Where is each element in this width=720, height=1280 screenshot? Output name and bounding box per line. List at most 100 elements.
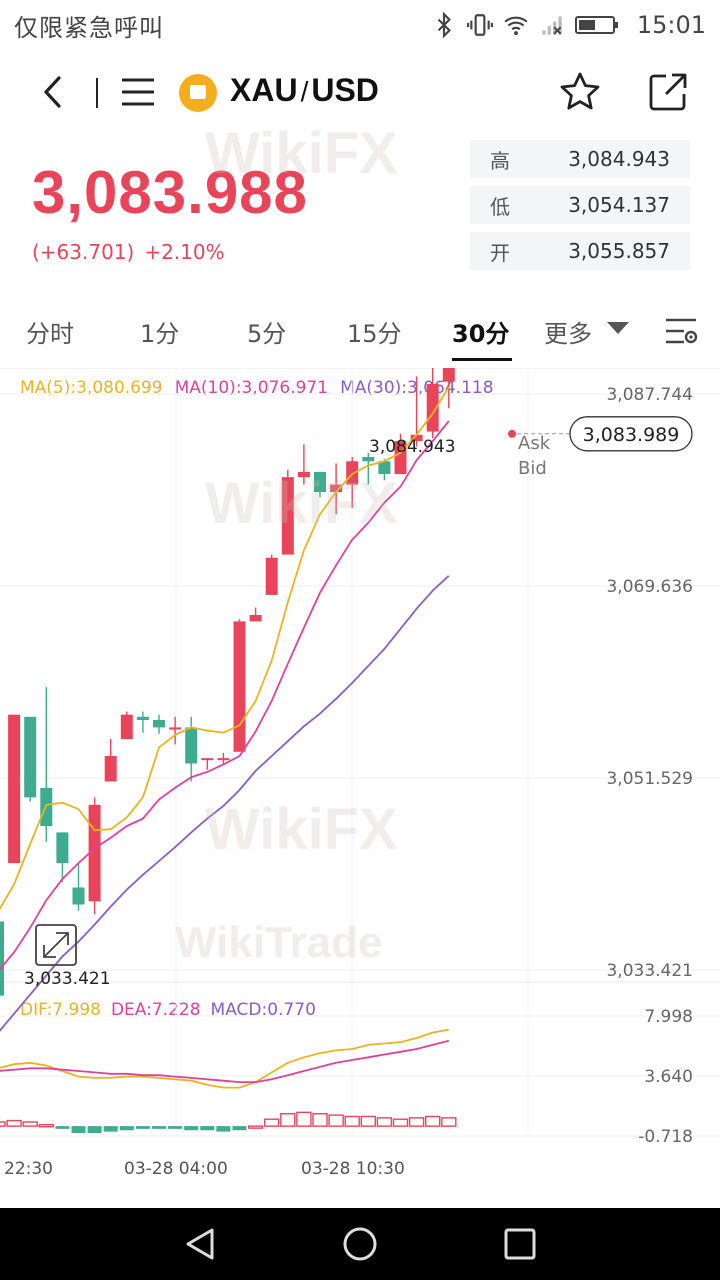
current-price: 3,083.988 [32, 159, 308, 226]
ma30-line [0, 575, 450, 1032]
candles [0, 368, 455, 996]
symbol-title[interactable]: XAU/USD [230, 72, 379, 109]
candle-body [185, 727, 198, 764]
nav-back-icon[interactable] [180, 1224, 220, 1264]
macd-bar [216, 1126, 231, 1132]
macd-bar [360, 1115, 376, 1127]
candle-body [426, 383, 439, 432]
change-percent: +2.10% [144, 240, 225, 264]
candle [233, 619, 246, 752]
status-icons: 15:01 [431, 11, 706, 39]
macd-bar [408, 1117, 425, 1127]
macd-legend: DIF:7.998 DEA:7.228 MACD:0.770 [20, 1000, 326, 1020]
top-app-bar: XAU/USD [0, 60, 720, 126]
candle [24, 716, 37, 802]
candle-body [72, 887, 85, 905]
carrier-text: 仅限紧急呼叫 [14, 13, 164, 42]
interval-tabs: 分时 1分 5分 15分 30分 更多 [0, 300, 720, 364]
expand-icon-arrows [43, 932, 69, 958]
high-row: 高 3,084.943 [470, 140, 690, 178]
tab-1min[interactable]: 1分 [140, 320, 180, 348]
tab-30min[interactable]: 30分 [452, 320, 510, 348]
candle-body [153, 719, 165, 728]
candle-body [442, 368, 455, 382]
macd-bar [119, 1126, 134, 1131]
expand-icon[interactable] [35, 924, 77, 966]
candle [8, 714, 21, 864]
macd-bar [200, 1126, 215, 1131]
macd-bar [6, 1119, 22, 1127]
candle [0, 921, 4, 996]
open-label: 开 [490, 240, 510, 265]
ohlc-panel: 高 3,084.943 低 3,054.137 开 3,055.857 [470, 140, 690, 278]
macd-bar [441, 1117, 457, 1127]
candle [56, 832, 69, 883]
tab-more[interactable]: 更多 [544, 320, 592, 348]
macd-bar [168, 1126, 183, 1129]
candle [72, 863, 85, 911]
candle [314, 471, 326, 498]
bid-label: Bid [518, 458, 547, 479]
back-icon[interactable] [38, 74, 68, 110]
macd-bar [103, 1126, 118, 1132]
ma5-label: MA(5):3,080.699 [20, 378, 163, 398]
macd-axis-label: 3.640 [644, 1067, 693, 1087]
current-price-dot [508, 429, 516, 438]
nav-home-icon[interactable] [340, 1224, 380, 1264]
vibrate-icon [466, 14, 493, 36]
ma10-path [0, 420, 450, 971]
candle-body [265, 557, 278, 595]
candle-body [120, 714, 133, 740]
macd-bar [38, 1124, 54, 1128]
current-price-bubble [569, 416, 693, 452]
candle-body [249, 615, 262, 622]
candle [217, 752, 230, 764]
chart-settings-icon[interactable] [664, 316, 698, 346]
chevron-down-icon[interactable] [607, 322, 629, 334]
candlestick-chart[interactable]: 3,087.744 3,069.636 3,051.529 3,033.421 7.99… [0, 368, 720, 1208]
macd-bar [0, 1121, 6, 1127]
macd-bar [328, 1114, 344, 1127]
symbol-base: XAU [230, 72, 298, 108]
chart-grid [0, 368, 720, 1137]
open-row: 开 3,055.857 [470, 232, 690, 270]
min-price-label: 3,033.421 [24, 969, 111, 989]
ask-label: Ask [518, 433, 551, 454]
wifi-icon [504, 16, 528, 36]
status-bar: 仅限紧急呼叫 15:01 [0, 0, 720, 50]
macd-bar [296, 1111, 312, 1127]
tab-timeshare[interactable]: 分时 [26, 320, 74, 348]
macd-bar [55, 1126, 70, 1129]
nav-recents-icon[interactable] [500, 1224, 540, 1264]
candle [249, 607, 262, 622]
candle-body [217, 758, 230, 761]
system-nav-bar [0, 1208, 720, 1280]
dea-label: DEA:7.228 [110, 1000, 201, 1020]
share-icon[interactable] [646, 70, 690, 114]
candle [104, 739, 117, 782]
menu-icon[interactable] [120, 76, 156, 108]
low-label: 低 [490, 194, 510, 219]
macd-bar [71, 1126, 86, 1133]
candle-body [314, 471, 326, 493]
candle-body [8, 714, 21, 864]
ma30-path [0, 575, 450, 1032]
high-label: 高 [490, 148, 510, 173]
ma5-line [0, 386, 450, 911]
candle [40, 687, 53, 842]
macd-bar [152, 1126, 166, 1129]
dif-label: DIF:7.998 [20, 1000, 101, 1020]
macd-bar [392, 1118, 409, 1127]
tab-15min[interactable]: 15分 [347, 320, 402, 348]
star-icon[interactable] [558, 70, 602, 114]
tab-5min[interactable]: 5分 [247, 320, 287, 348]
candle-body [0, 921, 4, 996]
open-value: 3,055.857 [568, 239, 670, 263]
candle-body [24, 716, 37, 798]
candle [153, 714, 165, 734]
candle [201, 758, 214, 770]
candle [346, 457, 359, 508]
time-axis-label: 03-28 10:30 [301, 1159, 405, 1179]
price-axis-label: 3,033.421 [606, 961, 693, 981]
symbol-separator: / [300, 76, 309, 107]
